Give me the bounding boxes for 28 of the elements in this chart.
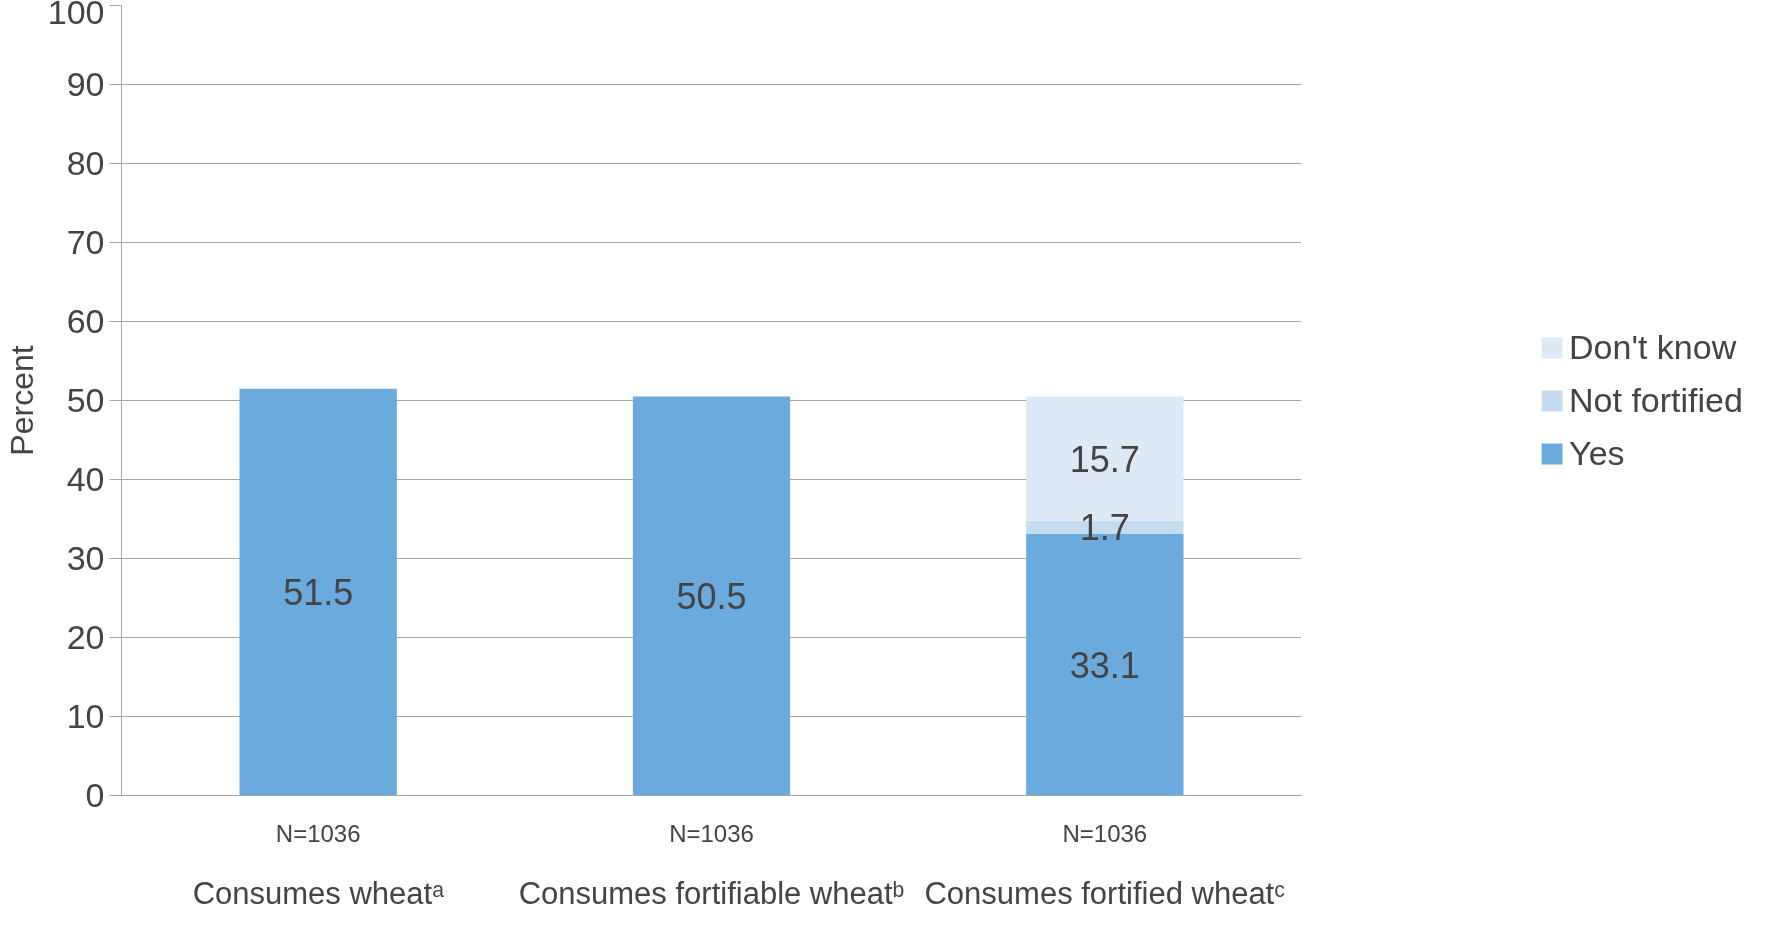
x-tick-label: Consumes fortified wheatᶜ	[924, 875, 1286, 911]
data-label: 15.7	[1069, 438, 1140, 480]
y-tick-label: 80	[66, 144, 105, 182]
legend-label: Yes	[1569, 433, 1625, 473]
legend-label: Not fortified	[1569, 380, 1743, 420]
legend-label: Don't know	[1569, 327, 1737, 367]
y-tick-label: 40	[66, 460, 105, 498]
x-tick-label: Consumes fortifiable wheatᵇ	[518, 875, 905, 911]
y-tick-label: 50	[66, 381, 105, 419]
y-tick-label: 100	[47, 0, 105, 31]
y-tick-label: 70	[66, 223, 105, 261]
data-label: 51.5	[283, 572, 354, 614]
y-tick-label: 90	[66, 65, 105, 103]
y-tick-label: 30	[66, 539, 105, 577]
y-tick-label: 10	[66, 697, 105, 735]
text: N=1036	[275, 819, 361, 847]
data-label: 50.5	[676, 576, 747, 618]
text: N=1036	[669, 819, 754, 847]
y-axis-title: Percent	[3, 345, 40, 456]
data-label: 33.1	[1069, 644, 1140, 686]
data-label: 1.7	[1079, 507, 1130, 549]
x-tick-label: Consumes wheatᵃ	[192, 875, 445, 911]
y-tick-label: 20	[66, 618, 105, 656]
bar	[632, 396, 791, 796]
y-tick-label: 0	[85, 776, 105, 814]
text: N=1036	[1062, 819, 1148, 847]
y-tick-label: 60	[66, 302, 105, 340]
bar	[239, 388, 397, 796]
